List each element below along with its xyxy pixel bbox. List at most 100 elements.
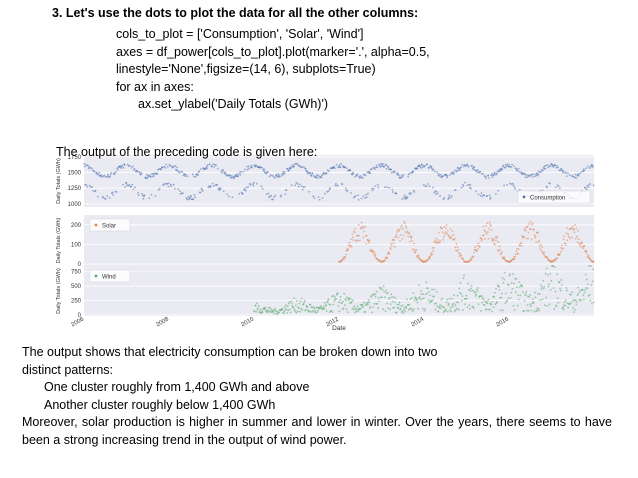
data-point bbox=[377, 297, 380, 299]
data-point bbox=[393, 306, 396, 309]
data-point bbox=[541, 246, 543, 248]
data-point bbox=[370, 168, 373, 171]
code-line: linestyle='None',figsize=(14, 6), subplo… bbox=[116, 62, 376, 76]
data-point bbox=[284, 193, 287, 196]
data-point bbox=[567, 233, 570, 236]
data-point bbox=[288, 302, 290, 305]
data-point bbox=[521, 285, 524, 288]
data-point bbox=[570, 293, 572, 296]
data-point bbox=[524, 294, 527, 297]
data-point bbox=[521, 291, 524, 294]
data-point bbox=[448, 298, 451, 300]
data-point bbox=[515, 250, 518, 253]
data-point bbox=[273, 312, 276, 315]
data-point bbox=[352, 172, 355, 175]
data-point bbox=[412, 292, 415, 295]
data-point bbox=[329, 304, 332, 306]
data-point bbox=[283, 172, 286, 175]
data-point bbox=[586, 165, 589, 168]
data-point bbox=[498, 250, 500, 253]
data-point bbox=[281, 307, 284, 310]
data-point bbox=[517, 294, 520, 297]
data-point bbox=[569, 302, 572, 305]
data-point bbox=[489, 198, 491, 200]
data-point bbox=[525, 174, 528, 176]
data-point bbox=[503, 256, 506, 259]
data-point bbox=[192, 198, 195, 201]
data-point bbox=[273, 196, 276, 198]
data-point bbox=[467, 282, 469, 285]
data-point bbox=[418, 284, 421, 287]
data-point bbox=[313, 197, 316, 200]
data-point bbox=[557, 166, 560, 169]
data-point bbox=[457, 308, 460, 311]
data-point bbox=[272, 198, 274, 201]
data-point bbox=[555, 166, 558, 169]
data-point bbox=[346, 296, 348, 299]
data-point bbox=[389, 248, 392, 251]
data-point bbox=[448, 194, 451, 197]
data-point bbox=[122, 183, 124, 186]
data-point bbox=[362, 195, 365, 198]
data-point bbox=[514, 255, 517, 258]
data-point bbox=[582, 247, 585, 250]
data-point bbox=[527, 231, 530, 234]
data-point bbox=[344, 166, 347, 169]
data-point bbox=[440, 298, 443, 301]
data-point bbox=[291, 164, 294, 167]
data-point bbox=[428, 301, 431, 304]
data-point bbox=[362, 306, 365, 308]
data-point bbox=[460, 293, 463, 295]
data-point bbox=[454, 188, 457, 191]
data-point bbox=[123, 164, 126, 166]
data-point bbox=[333, 165, 336, 168]
data-point bbox=[311, 309, 314, 312]
data-point bbox=[313, 307, 316, 310]
data-point bbox=[240, 170, 242, 173]
data-point bbox=[402, 234, 405, 237]
data-point bbox=[564, 242, 567, 245]
data-point bbox=[585, 167, 587, 170]
data-point bbox=[588, 265, 591, 267]
data-point bbox=[451, 230, 454, 233]
data-point bbox=[251, 166, 254, 169]
data-point bbox=[86, 185, 89, 188]
data-point bbox=[373, 302, 376, 305]
data-point bbox=[422, 293, 425, 296]
data-point bbox=[559, 187, 561, 190]
data-point bbox=[256, 302, 258, 305]
data-point bbox=[565, 175, 568, 178]
data-point bbox=[285, 308, 288, 311]
data-point bbox=[470, 285, 473, 288]
data-point bbox=[331, 295, 333, 298]
x-axis-label: Date bbox=[332, 325, 346, 332]
data-point bbox=[469, 187, 472, 190]
data-point bbox=[412, 248, 415, 251]
data-point bbox=[356, 173, 359, 176]
data-point bbox=[381, 289, 384, 291]
data-point bbox=[529, 221, 532, 223]
data-point bbox=[388, 252, 391, 255]
data-point bbox=[459, 252, 461, 255]
data-point bbox=[182, 174, 185, 177]
data-point bbox=[272, 309, 275, 312]
data-point bbox=[538, 293, 541, 295]
data-point bbox=[462, 258, 465, 261]
data-point bbox=[191, 173, 194, 176]
data-point bbox=[263, 168, 266, 171]
data-point bbox=[431, 288, 433, 291]
data-point bbox=[174, 165, 177, 167]
data-point bbox=[359, 176, 362, 179]
data-point bbox=[385, 167, 388, 170]
data-point bbox=[569, 237, 571, 240]
data-point bbox=[354, 195, 357, 197]
data-point bbox=[406, 195, 409, 198]
data-point bbox=[260, 185, 263, 188]
data-point bbox=[449, 309, 451, 311]
data-point bbox=[287, 309, 290, 312]
data-point bbox=[435, 190, 438, 193]
data-point bbox=[503, 278, 506, 281]
data-point bbox=[213, 165, 216, 168]
data-point bbox=[309, 172, 312, 174]
